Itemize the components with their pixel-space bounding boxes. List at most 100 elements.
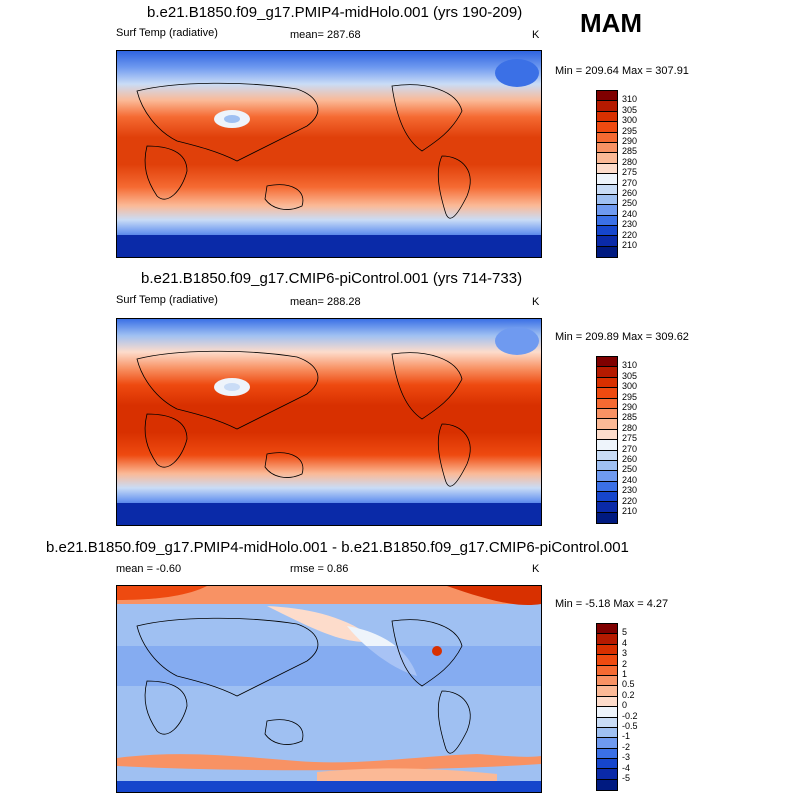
colorbar-swatch bbox=[597, 91, 617, 102]
panel-title: b.e21.B1850.f09_g17.PMIP4-midHolo.001 - … bbox=[46, 539, 629, 556]
colorbar-swatch bbox=[597, 512, 617, 524]
colorbar-tick-label: 285 bbox=[622, 146, 638, 157]
colorbar-tick-label: 280 bbox=[622, 422, 638, 433]
min-max-label: Min = -5.18 Max = 4.27 bbox=[555, 598, 669, 610]
colorbar-swatch bbox=[597, 748, 617, 760]
colorbar-swatch bbox=[597, 236, 617, 247]
colorbar-tick-label: 250 bbox=[622, 464, 638, 475]
colorbar-tick-label: -2 bbox=[622, 741, 631, 752]
colorbar-tick-label: 0.5 bbox=[622, 679, 635, 690]
colorbar-swatch bbox=[597, 440, 617, 451]
colorbar-tick-label: 310 bbox=[622, 360, 638, 371]
colorbar-tick-label: 275 bbox=[622, 167, 638, 178]
colorbar-swatch bbox=[597, 779, 617, 791]
colorbar-swatch bbox=[597, 707, 617, 718]
units-label: K bbox=[532, 563, 540, 575]
colorbar-swatch bbox=[597, 194, 617, 206]
mean-label: mean= 288.28 bbox=[290, 296, 361, 308]
colorbar-tick-label: 0.2 bbox=[622, 689, 635, 700]
colorbar-swatch bbox=[597, 246, 617, 258]
colorbar-tick-label: -3 bbox=[622, 752, 631, 763]
colorbar-swatch bbox=[597, 101, 617, 112]
colorbar-tick-label: 290 bbox=[622, 136, 638, 146]
colorbar-tick-label: 210 bbox=[622, 506, 638, 516]
colorbar-swatch bbox=[597, 759, 617, 770]
surface-temperature-map bbox=[116, 50, 542, 258]
mean-label: mean= 287.68 bbox=[290, 29, 361, 41]
colorbar-swatch bbox=[597, 163, 617, 175]
colorbar-swatch bbox=[597, 132, 617, 143]
colorbar-tick-label: 5 bbox=[622, 627, 628, 638]
surface-temperature-map bbox=[116, 318, 542, 526]
colorbar-tick-label: 2 bbox=[622, 658, 628, 669]
colorbar-swatch bbox=[597, 696, 617, 708]
colorbar-swatch bbox=[597, 481, 617, 493]
difference-map bbox=[116, 585, 542, 793]
colorbar-tick-label: 310 bbox=[622, 94, 638, 105]
colorbar-swatch bbox=[597, 624, 617, 635]
variable-label: Surf Temp (radiative) bbox=[116, 294, 218, 306]
colorbar-tick-label: 3 bbox=[622, 648, 628, 659]
colorbar-swatch bbox=[597, 215, 617, 227]
colorbar-swatch bbox=[597, 226, 617, 237]
colorbar-tick-label: 270 bbox=[622, 177, 638, 188]
units-label: K bbox=[532, 296, 540, 308]
colorbar-swatch bbox=[597, 738, 617, 749]
colorbar-swatch bbox=[597, 142, 617, 154]
colorbar-swatch bbox=[597, 388, 617, 399]
colorbar-tick-label: 260 bbox=[622, 188, 638, 198]
colorbar-tick-label: 220 bbox=[622, 229, 638, 240]
colorbar-swatch bbox=[597, 471, 617, 482]
colorbar-swatch bbox=[597, 644, 617, 656]
colorbar-swatch bbox=[597, 367, 617, 378]
colorbar-swatch bbox=[597, 655, 617, 666]
colorbar-tick-label: 300 bbox=[622, 381, 638, 392]
colorbar-swatch bbox=[597, 174, 617, 185]
season-label: MAM bbox=[580, 8, 643, 38]
panel-title: b.e21.B1850.f09_g17.PMIP4-midHolo.001 (y… bbox=[147, 4, 523, 21]
colorbar-swatch bbox=[597, 111, 617, 123]
colorbar-swatch bbox=[597, 665, 617, 676]
colorbar-swatch bbox=[597, 398, 617, 409]
colorbar-tick-label: 210 bbox=[622, 240, 638, 250]
colorbar-tick-label: 275 bbox=[622, 433, 638, 444]
colorbar-swatch bbox=[597, 460, 617, 472]
colorbar-swatch bbox=[597, 429, 617, 441]
colorbar-swatch bbox=[597, 419, 617, 430]
colorbar-tick-label: 300 bbox=[622, 115, 638, 126]
min-max-label: Min = 209.64 Max = 307.91 bbox=[555, 65, 689, 77]
colorbar-tick-label: 295 bbox=[622, 391, 638, 402]
colorbar-tick-label: 260 bbox=[622, 454, 638, 464]
colorbar-tick-label: 270 bbox=[622, 443, 638, 454]
colorbar bbox=[596, 90, 618, 259]
colorbar-tick-label: 280 bbox=[622, 156, 638, 167]
colorbar-tick-label: 240 bbox=[622, 474, 638, 485]
panel-title: b.e21.B1850.f09_g17.CMIP6-piControl.001 … bbox=[141, 270, 523, 287]
colorbar-tick-label: 0 bbox=[622, 700, 628, 711]
colorbar-tick-label: 305 bbox=[622, 104, 638, 115]
colorbar-swatch bbox=[597, 205, 617, 216]
colorbar-tick-label: 230 bbox=[622, 485, 638, 496]
colorbar-swatch bbox=[597, 377, 617, 389]
colorbar-tick-label: 240 bbox=[622, 208, 638, 219]
colorbar-tick-label: 305 bbox=[622, 370, 638, 381]
rmse-label: rmse = 0.86 bbox=[290, 563, 349, 575]
colorbar-swatch bbox=[597, 727, 617, 739]
colorbar-swatch bbox=[597, 717, 617, 728]
colorbar bbox=[596, 356, 618, 525]
colorbar-swatch bbox=[597, 122, 617, 133]
colorbar-tick-label: 295 bbox=[622, 125, 638, 136]
colorbar-tick-label: 220 bbox=[622, 495, 638, 506]
colorbar-swatch bbox=[597, 769, 617, 780]
colorbar bbox=[596, 623, 618, 792]
colorbar-swatch bbox=[597, 634, 617, 645]
colorbar-tick-label: 285 bbox=[622, 412, 638, 423]
min-max-label: Min = 209.89 Max = 309.62 bbox=[555, 331, 689, 343]
mean-label: mean = -0.60 bbox=[116, 563, 182, 575]
colorbar-swatch bbox=[597, 357, 617, 368]
colorbar-tick-label: -0.2 bbox=[622, 710, 638, 721]
colorbar-tick-label: -1 bbox=[622, 731, 631, 742]
colorbar-swatch bbox=[597, 184, 617, 195]
colorbar-swatch bbox=[597, 686, 617, 697]
colorbar-tick-label: -4 bbox=[622, 762, 631, 773]
